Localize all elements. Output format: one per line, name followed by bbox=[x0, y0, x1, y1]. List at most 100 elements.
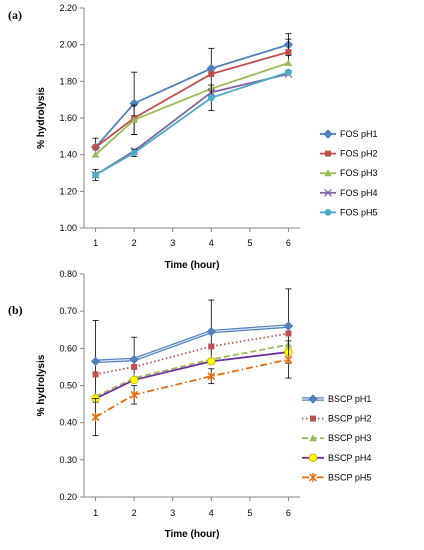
legend-marker bbox=[324, 169, 332, 177]
series-bscp-ph5 bbox=[91, 340, 293, 437]
x-tick-label: 2 bbox=[132, 238, 137, 248]
legend-entry: BSCP pH1 bbox=[302, 394, 371, 404]
data-point bbox=[208, 343, 215, 350]
legend-marker bbox=[308, 453, 318, 462]
x-tick-label: 4 bbox=[209, 238, 214, 248]
data-point bbox=[130, 149, 138, 157]
legend-entry: BSCP pH4 bbox=[302, 453, 371, 463]
legend-marker bbox=[324, 188, 332, 197]
legend-entry: FOS pH4 bbox=[320, 188, 378, 198]
legend-label: FOS pH4 bbox=[340, 188, 378, 198]
series-line bbox=[95, 351, 289, 400]
legend-entry: FOS pH5 bbox=[320, 207, 378, 217]
legend-label: FOS pH2 bbox=[340, 149, 378, 159]
x-axis-title: Time (hour) bbox=[165, 529, 220, 540]
x-tick-label: 1 bbox=[93, 238, 98, 248]
y-axis-title: % hydrolysis bbox=[36, 354, 47, 416]
legend-entry: FOS pH3 bbox=[320, 168, 378, 178]
panel-label: (b) bbox=[8, 303, 23, 317]
data-point bbox=[206, 326, 216, 337]
data-point bbox=[207, 371, 216, 381]
x-tick-label: 3 bbox=[170, 238, 175, 248]
series-line bbox=[94, 43, 289, 148]
data-point bbox=[208, 71, 215, 77]
legend-label: FOS pH1 bbox=[340, 129, 378, 139]
series-fos-ph1 bbox=[90, 33, 294, 157]
data-point bbox=[283, 321, 294, 331]
series-line-inner bbox=[95, 325, 289, 362]
series-fos-ph5 bbox=[92, 68, 292, 181]
legend-marker bbox=[324, 209, 332, 216]
y-tick-label: 1.60 bbox=[59, 113, 77, 123]
series-bscp-ph3 bbox=[91, 340, 293, 400]
y-tick-label: 2.00 bbox=[59, 40, 77, 50]
y-tick-label: 1.40 bbox=[59, 150, 77, 160]
series-fos-ph2 bbox=[92, 38, 292, 151]
data-point bbox=[284, 355, 293, 364]
y-tick-label: 1.80 bbox=[59, 76, 77, 86]
x-tick-label: 4 bbox=[209, 508, 214, 518]
legend-marker bbox=[309, 473, 317, 482]
legend-label: BSCP pH4 bbox=[328, 453, 371, 463]
legend-label: BSCP pH5 bbox=[328, 472, 371, 482]
data-point bbox=[92, 171, 99, 179]
y-tick-label: 1.20 bbox=[59, 186, 77, 196]
y-tick-label: 0.80 bbox=[59, 269, 77, 279]
data-point bbox=[129, 375, 139, 385]
y-tick-label: 0.70 bbox=[59, 306, 77, 316]
y-tick-label: 0.40 bbox=[59, 418, 77, 428]
data-point bbox=[285, 49, 292, 55]
y-tick-label: 0.60 bbox=[59, 343, 77, 353]
y-tick-label: 0.30 bbox=[59, 455, 77, 465]
data-point bbox=[91, 412, 100, 422]
y-tick-label: 2.20 bbox=[59, 3, 77, 13]
legend-entry: BSCP pH5 bbox=[302, 472, 371, 482]
series-line bbox=[95, 343, 289, 398]
data-point bbox=[130, 390, 139, 400]
legend-entry: BSCP pH2 bbox=[302, 414, 371, 424]
legend-entry: FOS pH1 bbox=[320, 129, 378, 139]
x-tick-label: 6 bbox=[286, 508, 291, 518]
x-tick-label: 3 bbox=[170, 508, 175, 518]
legend-label: BSCP pH3 bbox=[328, 433, 371, 443]
series-fos-ph3 bbox=[91, 59, 293, 158]
data-point bbox=[90, 356, 101, 367]
series-line bbox=[94, 62, 289, 156]
series-bscp-ph4 bbox=[91, 347, 293, 403]
chart-panel-b: (b) 0.20 0.30 0.40 0.50 0.60 0.70 0.80 1 2 3 4 5 6 Tim… bbox=[8, 269, 371, 540]
y-tick-label: 0.50 bbox=[59, 381, 77, 391]
series-line bbox=[95, 71, 289, 176]
data-point bbox=[130, 116, 138, 123]
legend-label: FOS pH5 bbox=[340, 207, 378, 217]
data-point bbox=[207, 357, 216, 366]
y-axis-title: % hydrolysis bbox=[36, 87, 47, 149]
data-point bbox=[285, 330, 292, 337]
legend-marker bbox=[309, 434, 317, 442]
legend-marker bbox=[310, 415, 316, 422]
series-line bbox=[95, 358, 289, 418]
y-tick-label: 1.00 bbox=[59, 223, 77, 233]
legend-label: FOS pH3 bbox=[340, 168, 378, 178]
x-tick-label: 1 bbox=[93, 508, 98, 518]
legend-entry: BSCP pH3 bbox=[302, 433, 371, 443]
x-axis-title: Time (hour) bbox=[165, 260, 220, 271]
legend-label: BSCP pH1 bbox=[328, 394, 371, 404]
x-tick-label: 5 bbox=[247, 238, 252, 248]
legend-entry: FOS pH2 bbox=[320, 149, 378, 159]
legend-marker bbox=[325, 150, 331, 157]
series-fos-ph4 bbox=[91, 70, 293, 179]
data-point bbox=[129, 354, 139, 365]
panel-label: (a) bbox=[8, 8, 22, 22]
data-point bbox=[207, 94, 215, 102]
legend-label: BSCP pH2 bbox=[328, 414, 371, 424]
series-bscp-ph2 bbox=[92, 330, 292, 378]
legend-marker bbox=[323, 129, 333, 139]
data-point bbox=[285, 68, 292, 76]
chart-panel-a: (a) 1.00 1.20 1.40 1.60 1.80 2.00 2.20 1 2 3 4 5 6 Tim… bbox=[8, 3, 378, 271]
x-tick-label: 2 bbox=[132, 508, 137, 518]
x-tick-label: 6 bbox=[286, 238, 291, 248]
legend-marker bbox=[308, 394, 318, 404]
series-line bbox=[95, 51, 289, 149]
data-point bbox=[284, 59, 293, 66]
